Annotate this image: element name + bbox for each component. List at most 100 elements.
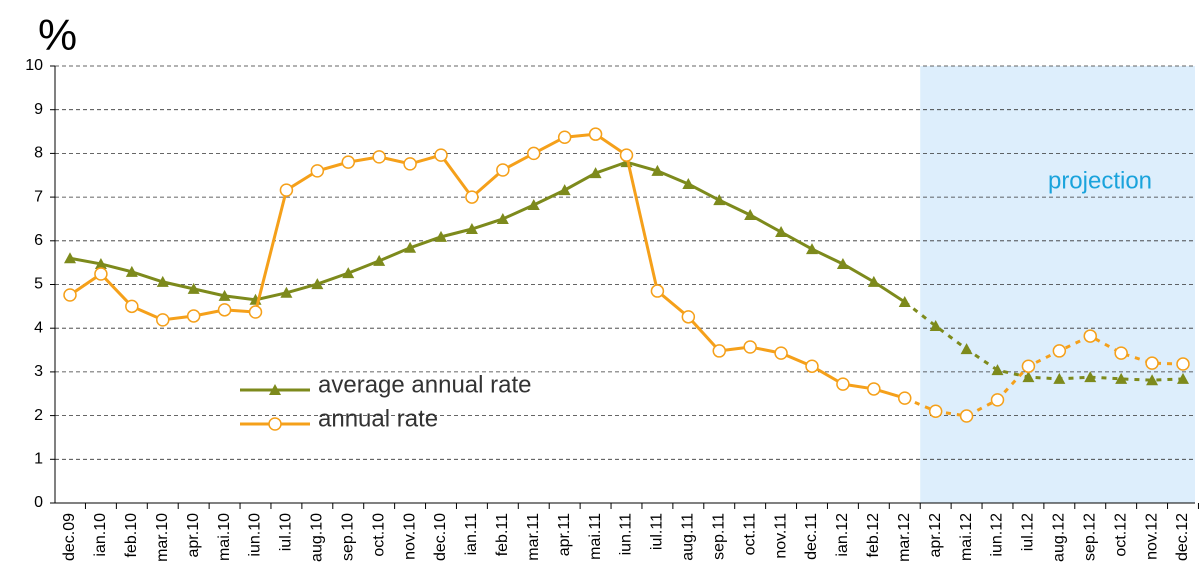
marker bbox=[806, 243, 818, 255]
marker bbox=[279, 183, 294, 197]
series-line bbox=[69, 160, 906, 304]
x-tick-label: sep.12 bbox=[1081, 513, 1098, 561]
marker bbox=[929, 320, 942, 332]
marker bbox=[1177, 372, 1189, 384]
x-tick-label: dec.10 bbox=[432, 513, 449, 561]
x-tick-label: iun.12 bbox=[989, 513, 1006, 557]
x-tick-label: feb.10 bbox=[123, 513, 140, 558]
marker bbox=[310, 164, 325, 178]
marker bbox=[187, 282, 200, 294]
x-tick-label: aug.10 bbox=[309, 513, 326, 562]
marker bbox=[589, 167, 602, 179]
marker bbox=[465, 223, 478, 235]
marker bbox=[713, 194, 726, 206]
x-tick-label: ian.12 bbox=[834, 513, 851, 557]
marker bbox=[774, 346, 788, 360]
x-tick-label: sep.11 bbox=[710, 513, 727, 560]
marker bbox=[217, 303, 232, 317]
x-tick-label: nov.11 bbox=[772, 513, 789, 559]
series-line bbox=[903, 300, 1184, 382]
marker bbox=[990, 393, 1005, 407]
x-tick-label: mai.11 bbox=[587, 513, 604, 560]
legend-label: annual rate bbox=[318, 405, 438, 432]
y-tick-label: 4 bbox=[34, 319, 43, 336]
marker bbox=[775, 226, 788, 238]
y-tick-label: 1 bbox=[34, 451, 43, 468]
marker bbox=[1083, 329, 1097, 343]
projection-label: projection bbox=[1048, 167, 1152, 194]
x-tick-label: dec.09 bbox=[61, 513, 78, 561]
marker bbox=[991, 364, 1004, 376]
legend-marker bbox=[269, 384, 281, 395]
marker bbox=[125, 299, 139, 314]
x-tick-label: oct.11 bbox=[741, 513, 758, 556]
x-tick-label: nov.10 bbox=[401, 513, 418, 560]
marker bbox=[341, 155, 355, 169]
x-tick-label: mai.12 bbox=[958, 513, 975, 561]
x-tick-label: apr.12 bbox=[927, 513, 944, 558]
x-tick-label: mai.10 bbox=[216, 513, 233, 561]
marker bbox=[682, 177, 695, 189]
x-tick-label: sep.10 bbox=[339, 513, 356, 561]
x-tick-label: oct.12 bbox=[1112, 513, 1129, 557]
marker bbox=[805, 359, 819, 373]
marker bbox=[404, 241, 417, 253]
y-tick-label: 10 bbox=[25, 57, 43, 74]
marker bbox=[403, 157, 417, 171]
marker bbox=[342, 267, 355, 279]
marker bbox=[527, 198, 540, 210]
marker bbox=[557, 130, 572, 144]
marker bbox=[681, 310, 696, 324]
x-tick-label: dec.12 bbox=[1174, 513, 1191, 561]
y-tick-label: 2 bbox=[34, 407, 43, 424]
marker bbox=[1021, 359, 1036, 373]
marker bbox=[434, 148, 448, 162]
x-tick-label: iul.11 bbox=[649, 513, 666, 550]
marker bbox=[1052, 344, 1067, 358]
marker bbox=[94, 257, 107, 269]
marker bbox=[898, 295, 911, 307]
marker bbox=[619, 148, 634, 162]
x-tick-label: dec.11 bbox=[803, 513, 820, 560]
marker bbox=[960, 343, 973, 355]
marker bbox=[1115, 372, 1128, 384]
marker bbox=[1114, 346, 1128, 360]
x-tick-label: mar.11 bbox=[525, 513, 542, 561]
marker bbox=[311, 278, 324, 290]
y-tick-label: 5 bbox=[34, 276, 43, 293]
marker bbox=[867, 382, 881, 396]
x-tick-label: iul.12 bbox=[1020, 513, 1037, 551]
marker bbox=[280, 286, 293, 298]
x-tick-label: apr.10 bbox=[185, 513, 202, 558]
marker bbox=[64, 252, 76, 264]
x-tick-label: mar.12 bbox=[896, 513, 913, 562]
marker bbox=[372, 150, 386, 164]
marker bbox=[125, 265, 138, 277]
marker bbox=[898, 391, 912, 405]
marker bbox=[1084, 371, 1097, 383]
marker bbox=[1022, 371, 1035, 383]
x-tick-label: oct.10 bbox=[370, 513, 387, 557]
y-axis-label: % bbox=[38, 11, 77, 60]
marker bbox=[1176, 357, 1190, 371]
marker bbox=[651, 164, 664, 176]
x-tick-label: aug.11 bbox=[680, 513, 697, 561]
x-tick-label: mar.10 bbox=[154, 513, 171, 562]
x-tick-label: nov.12 bbox=[1143, 513, 1160, 560]
marker bbox=[650, 284, 665, 298]
marker bbox=[712, 344, 726, 358]
x-tick-label: iun.10 bbox=[247, 513, 264, 557]
marker bbox=[465, 190, 479, 204]
y-tick-label: 9 bbox=[34, 101, 43, 118]
legend-marker bbox=[268, 417, 282, 431]
marker bbox=[867, 275, 880, 287]
x-tick-label: apr.11 bbox=[556, 513, 573, 556]
marker bbox=[156, 275, 169, 287]
marker bbox=[496, 212, 509, 224]
series-line bbox=[69, 132, 906, 400]
x-tick-label: aug.12 bbox=[1051, 513, 1068, 562]
y-tick-label: 8 bbox=[34, 145, 43, 162]
y-tick-label: 0 bbox=[34, 494, 43, 511]
marker bbox=[63, 288, 77, 302]
